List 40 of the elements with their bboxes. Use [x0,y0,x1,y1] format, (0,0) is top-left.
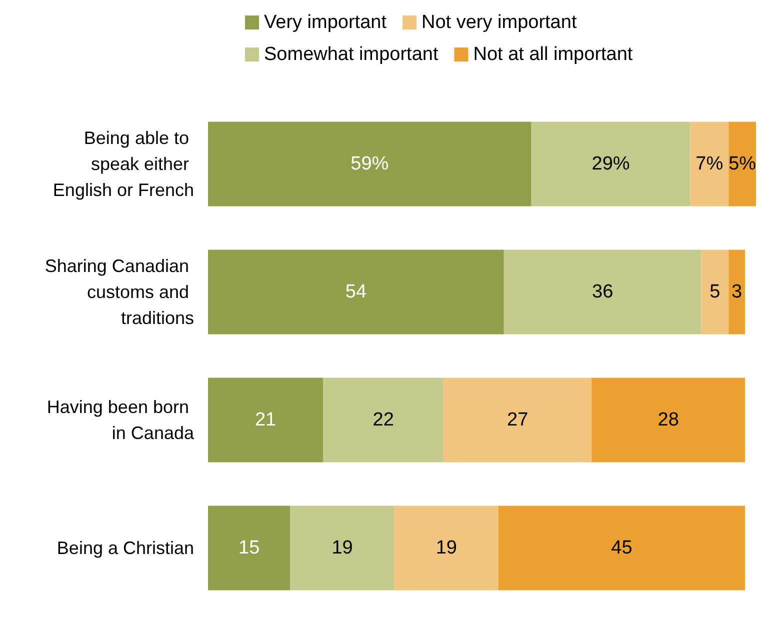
bar [504,250,702,334]
data-label: 28 [658,410,679,430]
legend-label: Not at all important [473,44,634,65]
bar [394,506,498,590]
bar [592,378,746,462]
bar [444,378,592,462]
data-label: 21 [254,410,276,430]
data-label: 5 [710,282,720,302]
data-label: 54 [345,282,367,302]
legend-label: Not very important [422,12,578,33]
data-label: 19 [436,538,457,558]
legend-label: Very important [264,12,388,33]
data-label: 22 [372,410,394,430]
data-label: 59% [350,154,389,174]
data-label: 29% [592,154,630,174]
y-tick-label: Being a Christian [56,538,194,558]
bar [208,506,290,590]
data-label: 27 [507,410,528,430]
data-label: 36 [592,282,614,302]
data-label: 15 [238,538,260,558]
data-label: 3 [732,282,742,302]
bar [323,378,444,462]
bar [208,250,504,334]
bar [701,250,729,334]
y-tick-label: Being able to speak either English or French [52,128,194,200]
bar [208,122,532,206]
y-tick-label: Sharing Canadian customs and traditions [44,256,194,328]
y-tick-label: Having been born in Canada [46,397,195,443]
bar [208,378,324,462]
data-label: 19 [332,538,353,558]
bar [690,122,729,206]
data-label: 45 [611,538,632,558]
bar [290,506,394,590]
bar [728,250,746,334]
data-label: 5% [728,154,756,174]
bar [531,122,690,206]
bar [498,506,746,590]
legend-label: Somewhat important [264,44,439,65]
bar [728,122,756,206]
data-label: 7% [696,154,724,174]
